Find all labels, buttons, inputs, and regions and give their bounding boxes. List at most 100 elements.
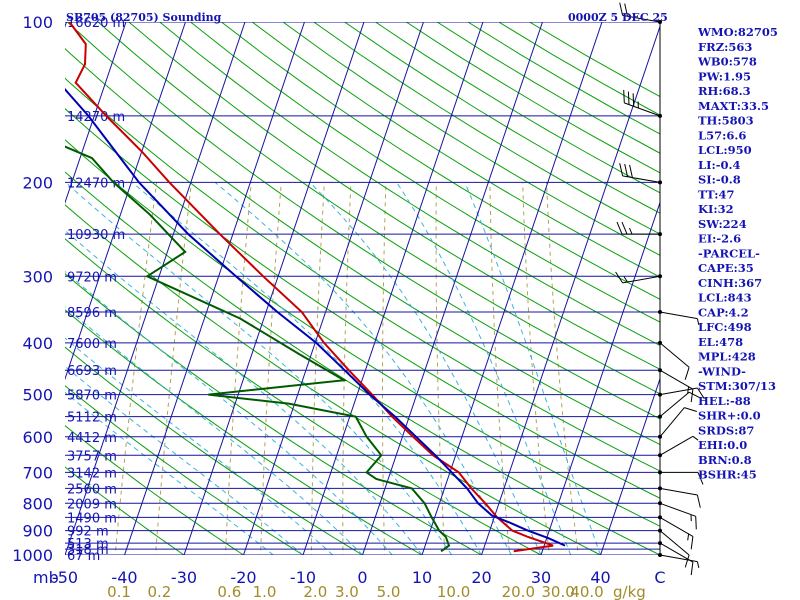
pressure-tick-label: 900 bbox=[22, 522, 53, 541]
index-label: SRDS:87 bbox=[698, 423, 754, 437]
moist-adiabat-line bbox=[65, 306, 363, 555]
wind-barb-flag bbox=[615, 271, 624, 284]
isotherm-line bbox=[65, 22, 127, 205]
wind-barb-half-flag bbox=[692, 435, 699, 441]
wind-barb-staff bbox=[659, 516, 694, 537]
wind-barb-staff bbox=[659, 387, 698, 396]
wind-barb-flag bbox=[632, 93, 635, 107]
pressure-tick-label: 100 bbox=[22, 13, 53, 32]
isotherm-line bbox=[123, 22, 306, 555]
wind-barb-half-flag bbox=[623, 276, 628, 283]
isotherm-line bbox=[183, 22, 365, 555]
wind-barb-flag bbox=[690, 562, 694, 576]
mixing-ratio-tick-label: 5.0 bbox=[377, 583, 401, 600]
height-level-label: 14270 m bbox=[67, 110, 125, 125]
mixing-ratio-line bbox=[154, 182, 192, 555]
index-label: WMO:82705 bbox=[697, 25, 778, 39]
wind-barb-flag bbox=[690, 389, 694, 403]
wind-barb-staff bbox=[659, 530, 690, 556]
height-level-label: 3757 m bbox=[67, 449, 117, 464]
isotherm-line bbox=[599, 377, 660, 555]
isotherm-line bbox=[242, 22, 425, 555]
isotherm-line bbox=[361, 22, 544, 555]
wind-barb-staff bbox=[622, 175, 661, 183]
index-label: -WIND- bbox=[698, 364, 746, 378]
dry-adiabat-line bbox=[65, 139, 660, 527]
moist-adiabat-line bbox=[65, 270, 393, 555]
wind-barb-staff bbox=[659, 554, 698, 563]
temperature-tick-label: -30 bbox=[171, 568, 197, 587]
isotherm-line bbox=[65, 22, 187, 381]
mixing-ratio-tick-label: 0.6 bbox=[217, 583, 241, 600]
mixing-ratio-tick-label: 10.0 bbox=[437, 583, 470, 600]
temperature-tick-label: 20 bbox=[471, 568, 491, 587]
index-label: SW:224 bbox=[698, 217, 747, 231]
index-label: WB0:578 bbox=[697, 55, 757, 69]
mixing-ratio-unit-label: g/kg bbox=[613, 583, 646, 600]
dry-adiabat-line bbox=[251, 22, 660, 278]
dry-adiabat-line bbox=[66, 22, 660, 420]
wind-barb-flag bbox=[690, 536, 694, 550]
index-label: FRZ:563 bbox=[698, 40, 752, 54]
station-title: SB705 (82705) Sounding bbox=[66, 11, 222, 24]
height-level-label: 992 m bbox=[67, 525, 109, 540]
pressure-tick-label: 800 bbox=[22, 494, 53, 513]
mixing-ratio-line bbox=[342, 182, 352, 555]
index-label: KI:32 bbox=[698, 202, 734, 216]
index-label: LCL:843 bbox=[698, 291, 752, 305]
pressure-tick-label: 200 bbox=[22, 173, 53, 192]
index-label: MPL:428 bbox=[698, 350, 756, 364]
mixing-ratio-line bbox=[224, 182, 252, 555]
indices-panel: WMO:82705FRZ:563WB0:578PW:1.95RH:68.3MAX… bbox=[697, 25, 778, 482]
dry-adiabat-line bbox=[190, 22, 660, 323]
wind-barb-flag bbox=[624, 3, 628, 17]
dry-adiabat-line bbox=[65, 77, 660, 472]
wind-barb-flag bbox=[616, 221, 623, 235]
isotherm-line bbox=[302, 22, 484, 555]
height-level-label: 10930 m bbox=[67, 228, 125, 243]
mixing-ratio-tick-label: 20.0 bbox=[502, 583, 535, 600]
wind-barb-flag bbox=[619, 163, 624, 177]
dry-adiabat-line bbox=[221, 22, 660, 300]
wind-layer bbox=[615, 2, 705, 576]
index-label: CAPE:35 bbox=[698, 261, 754, 275]
wind-barb-staff bbox=[659, 342, 690, 368]
index-label: CAP:4.2 bbox=[698, 305, 749, 319]
height-level-label: 8596 m bbox=[67, 306, 117, 321]
temperature-tick-label: 30 bbox=[531, 568, 551, 587]
height-level-label: 3142 m bbox=[67, 466, 117, 481]
index-label: -PARCEL- bbox=[698, 246, 760, 260]
wind-barb-staff bbox=[622, 275, 661, 284]
mixing-ratio-tick-label: 0.2 bbox=[148, 583, 172, 600]
mixing-ratio-tick-label: 30.0 bbox=[541, 583, 574, 600]
wind-barb-flag bbox=[623, 89, 625, 103]
height-level-label: 9720 m bbox=[67, 270, 117, 285]
mixing-ratio-tick-label: 0.1 bbox=[107, 583, 131, 600]
wind-barb-flag bbox=[627, 91, 630, 105]
height-level-label: 5870 m bbox=[67, 389, 117, 404]
pressure-tick-label: 1000 bbox=[12, 546, 53, 565]
height-level-label: 67 m bbox=[67, 549, 100, 564]
wind-barb-staff bbox=[659, 487, 698, 496]
dry-adiabat-line bbox=[159, 22, 660, 346]
wind-barb-half-flag bbox=[696, 318, 700, 326]
mixing-ratio-line bbox=[522, 182, 550, 555]
wind-barb-staff bbox=[659, 407, 685, 438]
mixing-ratio-line bbox=[546, 182, 579, 555]
index-label: EHI:0.0 bbox=[698, 438, 747, 452]
temperature-tick-label: -10 bbox=[290, 568, 316, 587]
dry-adiabat-line bbox=[65, 48, 660, 446]
index-label: EL:478 bbox=[698, 335, 743, 349]
dry-adiabat-line bbox=[128, 22, 660, 370]
temperature-tick-label: -40 bbox=[111, 568, 137, 587]
isotherm-line bbox=[65, 22, 246, 555]
wind-barb-flag bbox=[629, 164, 633, 178]
index-label: LFC:498 bbox=[698, 320, 752, 334]
index-label: TH:5803 bbox=[698, 114, 754, 128]
height-level-label: 4412 m bbox=[67, 431, 117, 446]
wind-barb-flag bbox=[695, 516, 697, 530]
index-label: BRN:0.8 bbox=[698, 453, 752, 467]
dewpoint-trace bbox=[65, 145, 451, 553]
temperature-tick-label: 10 bbox=[412, 568, 432, 587]
